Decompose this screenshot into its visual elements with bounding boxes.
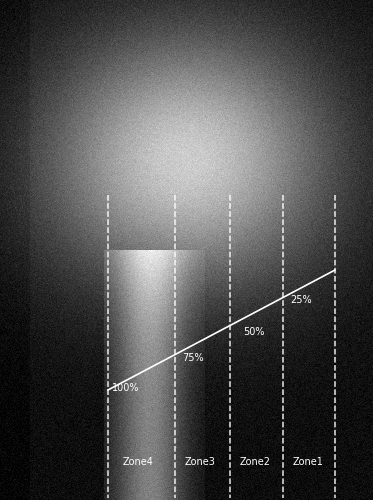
- Text: 75%: 75%: [182, 353, 204, 363]
- Text: 100%: 100%: [112, 383, 140, 393]
- Text: Zone1: Zone1: [292, 457, 323, 467]
- Text: 25%: 25%: [290, 295, 311, 305]
- Text: 50%: 50%: [243, 327, 264, 337]
- Text: Zone2: Zone2: [239, 457, 270, 467]
- Text: Zone3: Zone3: [185, 457, 216, 467]
- Text: Zone4: Zone4: [123, 457, 153, 467]
